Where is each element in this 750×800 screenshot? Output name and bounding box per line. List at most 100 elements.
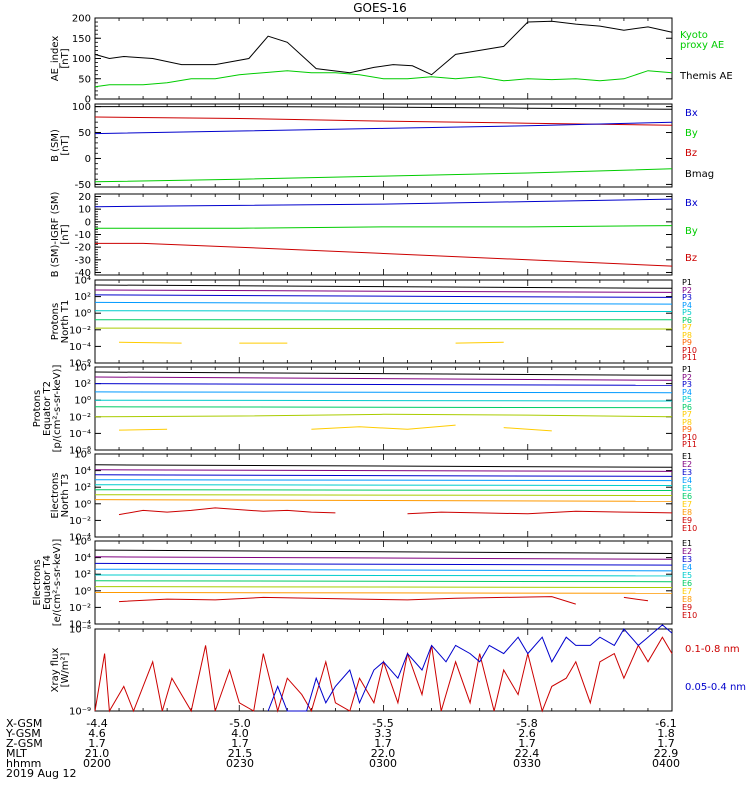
y-tick-label: 50 xyxy=(78,74,91,85)
ephemeris-table: X-GSM -4.4 -5.0 -5.5 -5.8 -6.1 Y-GSM 4.6 4.0 3.3 2… xyxy=(5,717,680,780)
series-line-pe-3 xyxy=(94,391,673,394)
y-tick-label: 20 xyxy=(78,192,91,203)
ephemeris-value: 0230 xyxy=(226,757,254,770)
series-line-bsm-1 xyxy=(94,116,673,126)
y-tick-label: 100 xyxy=(72,102,91,113)
legend-label: E7 xyxy=(682,587,692,596)
y-axis-label: North T3 xyxy=(60,474,71,518)
legend-label: P6 xyxy=(682,316,692,325)
panel-frame xyxy=(94,103,673,188)
series-line-pe-7 xyxy=(118,428,168,431)
series-line-digrf-1 xyxy=(95,225,673,229)
series-line-pn-7 xyxy=(118,341,182,344)
y-tick-label: -40 xyxy=(75,268,91,279)
chart-title: GOES-16 xyxy=(353,1,407,15)
series-line-ee-4 xyxy=(94,574,673,577)
ephemeris-value: 0330 xyxy=(513,757,541,770)
ephemeris-value: 22.0 xyxy=(371,747,396,760)
legend-label: 0.1-0.8 nm xyxy=(685,644,740,655)
y-tick-label: 10⁴ xyxy=(74,553,91,564)
y-tick-label: 10⁶ xyxy=(74,537,91,548)
y-axis-label: [W/m²] xyxy=(60,652,71,687)
y-axis-label: Xray flux xyxy=(50,648,61,693)
ephemeris-row-label: Y-GSM xyxy=(5,727,41,740)
y-tick-label: 10⁻⁶ xyxy=(69,446,91,457)
series-line-ee-7 xyxy=(94,592,673,594)
y-axis-label: [e/(cm²-s-sr-keV)] xyxy=(52,539,63,627)
series-line-bsm-2 xyxy=(94,121,673,135)
legend-label: E8 xyxy=(682,508,692,517)
legend-label: E9 xyxy=(682,516,692,525)
series-line-ee-0 xyxy=(94,549,673,554)
legend-label: E8 xyxy=(682,595,692,604)
series-line-pn-9 xyxy=(455,341,504,344)
legend-label: Themis AE xyxy=(679,71,733,82)
ephemeris-row-label: MLT xyxy=(6,747,27,760)
series-line-pn-6 xyxy=(94,327,673,330)
ephemeris-value: 0200 xyxy=(83,757,111,770)
panel-pe: 10⁴ 10² 10⁰ 10⁻² 10⁻⁴ 10⁻⁶ Protons Equator T2 [p… xyxy=(32,363,697,457)
panel-frame xyxy=(94,17,673,100)
legend-label: Kyoto xyxy=(680,30,708,41)
y-axis-label: [nT] xyxy=(60,48,71,68)
series-line-pe-8 xyxy=(311,424,456,430)
legend-label: proxy AE xyxy=(680,40,724,51)
legend-label: E4 xyxy=(682,476,692,485)
series-line-pn-0 xyxy=(94,284,673,289)
series-line-en-5 xyxy=(94,489,673,491)
series-line-en-6 xyxy=(94,494,673,496)
legend-label: 0.05-0.4 nm xyxy=(685,682,746,693)
legend-label: P10 xyxy=(682,433,697,442)
legend-label: E3 xyxy=(682,468,692,477)
y-axis-label: Equator T4 xyxy=(42,555,53,610)
y-tick-label: 10⁻⁹ xyxy=(69,707,91,718)
series-line-pe-0 xyxy=(94,371,673,376)
legend-label: P2 xyxy=(682,286,692,295)
panel-frame xyxy=(94,628,673,712)
legend-label: P5 xyxy=(682,308,692,317)
ephemeris-value: -5.5 xyxy=(372,717,393,730)
y-axis-label: B (SM)-IGRF (SM) xyxy=(50,192,61,278)
ephemeris-value: 22.9 xyxy=(654,747,679,760)
y-tick-label: 10⁻⁸ xyxy=(69,625,91,636)
series-line-digrf-2 xyxy=(95,242,673,267)
panel-bsm: -50 0 50 100 B (SM) [nT] Bx By Bz Bmag xyxy=(50,102,714,191)
y-tick-label: 10² xyxy=(74,570,91,581)
y-tick-label: 10⁻² xyxy=(69,325,91,336)
y-tick-label: 100 xyxy=(72,54,91,65)
series-line-xray-1 xyxy=(267,624,673,712)
legend-label: P7 xyxy=(682,410,692,419)
y-tick-label: 10² xyxy=(74,379,91,390)
series-line-bsm-0 xyxy=(95,106,673,110)
ephemeris-value: 3.3 xyxy=(374,727,392,740)
legend-label: Bz xyxy=(685,253,697,264)
legend-label: P8 xyxy=(682,418,692,427)
y-tick-label: 10⁰ xyxy=(74,396,91,407)
ephemeris-value: 0300 xyxy=(369,757,397,770)
y-tick-label: 10⁻⁴ xyxy=(69,429,91,440)
legend-label: E9 xyxy=(682,603,692,612)
ephemeris-value: 1.7 xyxy=(231,737,249,750)
legend-label: P10 xyxy=(682,346,697,355)
y-tick-label: -30 xyxy=(75,255,91,266)
y-tick-label: 10⁻² xyxy=(69,412,91,423)
ephemeris-value: 21.5 xyxy=(228,747,253,760)
ephemeris-value: 2.6 xyxy=(518,727,536,740)
ephemeris-value: 0400 xyxy=(652,757,680,770)
legend-label: P4 xyxy=(682,301,692,310)
y-tick-label: 10² xyxy=(74,483,91,494)
y-axis-label: Equator T2 xyxy=(42,381,53,436)
legend-label: E6 xyxy=(682,492,692,501)
series-line-en-0 xyxy=(94,464,673,468)
series-line-pe-1 xyxy=(94,376,673,381)
y-tick-label: 10⁴ xyxy=(74,363,91,374)
y-axis-label: [p/(cm²-s-sr-keV)] xyxy=(52,365,63,453)
series-line-ae-1 xyxy=(94,70,673,88)
series-line-en-2 xyxy=(94,474,673,477)
legend-label: P9 xyxy=(682,425,692,434)
y-tick-label: 10² xyxy=(74,292,91,303)
